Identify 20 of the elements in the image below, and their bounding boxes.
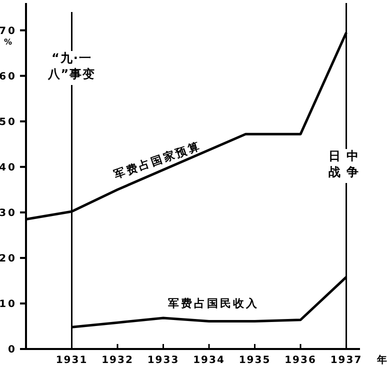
x-tick-label: 1932 [102,355,134,366]
x-tick-label: 1933 [147,355,180,366]
y-tick-label: 50 [0,116,17,128]
y-tick-label: 0 [8,344,17,356]
x-tick-label: 1934 [193,355,225,366]
y-tick-label: 20 [0,253,17,264]
y-axis-title: % [4,37,12,46]
x-tick-label: 1931 [56,355,88,366]
x-tick-label: 1937 [330,355,362,366]
y-tick-label: 30 [0,208,17,219]
x-tick-label: 1935 [238,355,271,366]
x-axis-title: 年 [376,354,387,366]
text: 军费占国家预算 [112,140,203,182]
ref-line-label: 日中战争 [328,149,364,179]
y-tick-label: 10 [0,298,17,310]
y-tick-label: 60 [0,71,17,82]
series-label: 军费占国民收入 [168,297,260,310]
y-tick-label: 70 [0,26,17,37]
ref-line-label: “九·一八”事变 [46,51,96,81]
x-tick-label: 1936 [284,355,316,366]
